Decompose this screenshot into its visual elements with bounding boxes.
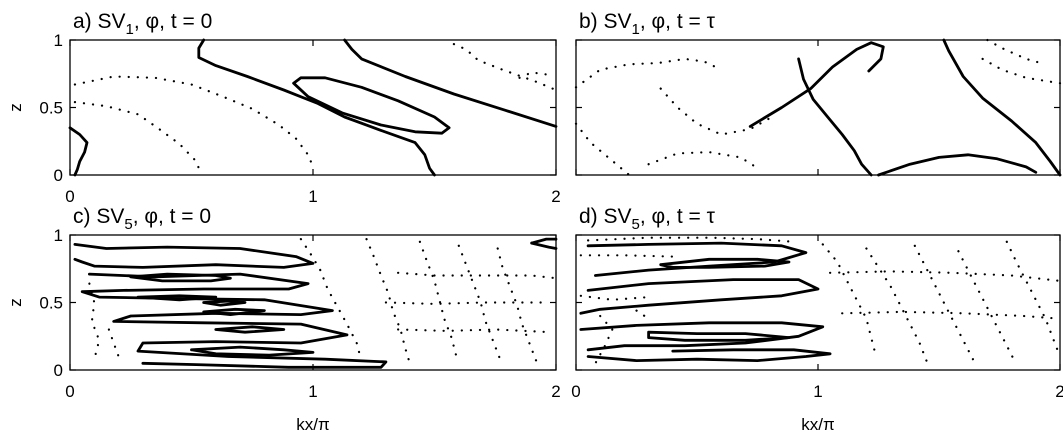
contour-solid [586,348,832,362]
contour-dotted [365,238,412,366]
y-tick-label: 0 [54,166,63,185]
x-tick-label: 0 [65,187,74,206]
contour-solid [797,57,873,177]
contour-dotted [913,244,974,361]
panel-frame [575,39,1061,176]
y-tick-label: 1 [54,226,63,245]
contour-solid [190,345,315,357]
x-tick-label: 1 [308,187,317,206]
contour-solid [68,126,89,177]
contour-solid [647,330,791,342]
contour-dotted [397,271,558,280]
x-axis-label: kx/π [296,415,329,434]
contour-dotted [957,250,1018,366]
y-tick-label: 1 [54,31,63,50]
x-tick-label: 2 [1055,382,1063,401]
contour-dotted [1005,240,1062,358]
contour-dotted [574,57,723,89]
panel-title: d) SV5, φ, t = τ [579,205,716,233]
contour-dotted [496,247,538,363]
contour-solid [343,38,558,128]
contour-solid [202,299,247,307]
contour-dotted [647,150,761,171]
contour-solid [292,76,451,135]
panel-frame [575,234,1061,371]
y-axis-label: z [6,103,25,112]
contour-solid [197,38,436,177]
panel-title: a) SV1, φ, t = 0 [73,10,212,38]
contour-dotted [865,247,928,363]
panel-title: c) SV5, φ, t = 0 [73,205,211,233]
contour-solid [586,241,808,277]
contour-dotted [73,101,203,177]
x-tick-label: 1 [308,382,317,401]
panel-title: b) SV1, φ, t = τ [579,10,716,38]
contour-dotted [821,243,878,358]
panel-frame [69,39,557,176]
contour-solid [129,272,232,283]
y-tick-label: 0.5 [39,99,63,118]
panel-frame [69,234,557,371]
x-axis-label: kx/π [801,415,834,434]
contour-dotted [452,43,558,92]
x-tick-label: 2 [551,382,560,401]
contour-dotted [107,328,120,358]
x-tick-label: 0 [571,382,580,401]
contour-dotted [587,236,795,243]
contour-dotted [659,87,776,136]
contour-dotted [457,244,502,361]
contour-dotted [829,270,1062,282]
y-axis-label: z [6,298,25,307]
contour-dotted [574,122,631,177]
contour-solid [136,294,218,302]
contour-solid [530,237,558,245]
contour-solid [659,257,791,269]
x-tick-label: 0 [65,382,74,401]
contour-solid [579,321,825,352]
y-tick-label: 0 [54,361,63,380]
contour-solid [579,278,820,315]
contour-solid [530,241,558,250]
contour-dotted [579,254,674,258]
contour-solid [80,272,388,369]
contour-dotted [397,328,553,334]
contour-dotted [635,309,650,320]
contour-dotted [518,71,553,79]
contour-solid [73,243,315,269]
contour-dotted [594,314,614,365]
contour-dotted [418,240,458,358]
contour-solid [748,41,885,128]
x-tick-label: 1 [813,382,822,401]
contour-solid [202,307,266,316]
y-tick-label: 0.5 [39,294,63,313]
contour-solid [942,38,1062,177]
contour-dotted [841,310,1062,320]
contour-solid [877,153,1038,177]
x-tick-label: 2 [551,187,560,206]
contour-dotted [986,38,1047,66]
contour-dotted [981,57,1062,85]
contour-dotted [73,75,315,168]
contour-dotted [299,238,363,363]
contour-solid [214,325,286,334]
contour-dotted [579,294,650,301]
contour-dotted [384,301,545,306]
